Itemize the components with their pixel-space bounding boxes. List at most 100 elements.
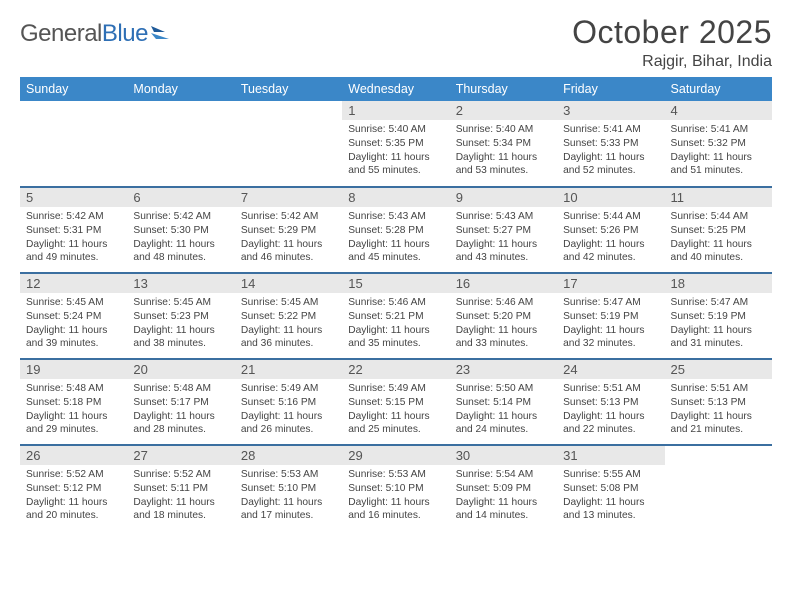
calendar-body: 1 Sunrise: 5:40 AMSunset: 5:35 PMDaylight… <box>20 101 772 531</box>
calendar-day-cell: 1 Sunrise: 5:40 AMSunset: 5:35 PMDaylight… <box>342 101 449 187</box>
calendar-day-cell: 22 Sunrise: 5:49 AMSunset: 5:15 PMDayligh… <box>342 359 449 445</box>
calendar-day-cell: 5Sunrise: 5:42 AMSunset: 5:31 PMDaylight… <box>20 187 127 273</box>
flag-icon <box>150 24 170 44</box>
day-info: Sunrise: 5:40 AMSunset: 5:34 PMDaylight:… <box>456 123 553 178</box>
day-info: Sunrise: 5:44 AMSunset: 5:26 PMDaylight:… <box>563 210 660 265</box>
day-info: Sunrise: 5:42 AMSunset: 5:29 PMDaylight:… <box>241 210 338 265</box>
calendar-week-row: 5Sunrise: 5:42 AMSunset: 5:31 PMDaylight… <box>20 187 772 273</box>
calendar-week-row: 19Sunrise: 5:48 AMSunset: 5:18 PMDayligh… <box>20 359 772 445</box>
day-info: Sunrise: 5:45 AMSunset: 5:22 PMDaylight:… <box>241 296 338 351</box>
day-number: 24 <box>557 360 664 379</box>
day-info: Sunrise: 5:53 AMSunset: 5:10 PMDaylight:… <box>348 468 445 523</box>
calendar-day-cell: 17 Sunrise: 5:47 AMSunset: 5:19 PMDayligh… <box>557 273 664 359</box>
day-number: 1 <box>342 101 449 120</box>
calendar-day-cell: 21 Sunrise: 5:49 AMSunset: 5:16 PMDayligh… <box>235 359 342 445</box>
day-info: Sunrise: 5:43 AMSunset: 5:28 PMDaylight:… <box>348 210 445 265</box>
day-info: Sunrise: 5:53 AMSunset: 5:10 PMDaylight:… <box>241 468 338 523</box>
location-label: Rajgir, Bihar, India <box>572 53 772 71</box>
day-info: Sunrise: 5:54 AMSunset: 5:09 PMDaylight:… <box>456 468 553 523</box>
calendar-day-cell: 27 Sunrise: 5:52 AMSunset: 5:11 PMDayligh… <box>127 445 234 531</box>
weekday-header: Tuesday <box>235 77 342 101</box>
day-number: 23 <box>450 360 557 379</box>
day-info: Sunrise: 5:52 AMSunset: 5:12 PMDaylight:… <box>26 468 123 523</box>
weekday-header-row: SundayMondayTuesdayWednesdayThursdayFrid… <box>20 77 772 101</box>
calendar-day-cell: 16 Sunrise: 5:46 AMSunset: 5:20 PMDayligh… <box>450 273 557 359</box>
day-info: Sunrise: 5:42 AMSunset: 5:30 PMDaylight:… <box>133 210 230 265</box>
calendar-day-cell <box>20 101 127 187</box>
day-number: 18 <box>665 274 772 293</box>
title-block: October 2025 Rajgir, Bihar, India <box>572 14 772 71</box>
day-info: Sunrise: 5:45 AMSunset: 5:23 PMDaylight:… <box>133 296 230 351</box>
calendar-day-cell: 10 Sunrise: 5:44 AMSunset: 5:26 PMDayligh… <box>557 187 664 273</box>
calendar-day-cell: 20Sunrise: 5:48 AMSunset: 5:17 PMDayligh… <box>127 359 234 445</box>
calendar-day-cell: 13 Sunrise: 5:45 AMSunset: 5:23 PMDayligh… <box>127 273 234 359</box>
day-info: Sunrise: 5:49 AMSunset: 5:15 PMDaylight:… <box>348 382 445 437</box>
day-number: 5 <box>20 188 127 207</box>
calendar-day-cell: 30Sunrise: 5:54 AMSunset: 5:09 PMDayligh… <box>450 445 557 531</box>
calendar-day-cell: 25Sunrise: 5:51 AMSunset: 5:13 PMDayligh… <box>665 359 772 445</box>
day-info: Sunrise: 5:44 AMSunset: 5:25 PMDaylight:… <box>671 210 768 265</box>
day-number: 11 <box>665 188 772 207</box>
day-number: 17 <box>557 274 664 293</box>
weekday-header: Saturday <box>665 77 772 101</box>
day-number: 15 <box>342 274 449 293</box>
page-title: October 2025 <box>572 14 772 51</box>
day-number: 9 <box>450 188 557 207</box>
day-info: Sunrise: 5:41 AMSunset: 5:33 PMDaylight:… <box>563 123 660 178</box>
calendar-table: SundayMondayTuesdayWednesdayThursdayFrid… <box>20 77 772 531</box>
day-number: 27 <box>127 446 234 465</box>
day-info: Sunrise: 5:40 AMSunset: 5:35 PMDaylight:… <box>348 123 445 178</box>
day-number: 16 <box>450 274 557 293</box>
day-number: 21 <box>235 360 342 379</box>
weekday-header: Thursday <box>450 77 557 101</box>
day-number: 6 <box>127 188 234 207</box>
weekday-header: Monday <box>127 77 234 101</box>
day-number: 3 <box>557 101 664 120</box>
header: GeneralBlue October 2025 Rajgir, Bihar, … <box>20 14 772 71</box>
day-info: Sunrise: 5:46 AMSunset: 5:20 PMDaylight:… <box>456 296 553 351</box>
day-info: Sunrise: 5:49 AMSunset: 5:16 PMDaylight:… <box>241 382 338 437</box>
day-number: 2 <box>450 101 557 120</box>
day-number: 7 <box>235 188 342 207</box>
day-info: Sunrise: 5:43 AMSunset: 5:27 PMDaylight:… <box>456 210 553 265</box>
calendar-day-cell: 29Sunrise: 5:53 AMSunset: 5:10 PMDayligh… <box>342 445 449 531</box>
day-number: 25 <box>665 360 772 379</box>
calendar-day-cell: 8 Sunrise: 5:43 AMSunset: 5:28 PMDaylight… <box>342 187 449 273</box>
day-info: Sunrise: 5:50 AMSunset: 5:14 PMDaylight:… <box>456 382 553 437</box>
day-number: 22 <box>342 360 449 379</box>
calendar-day-cell: 23 Sunrise: 5:50 AMSunset: 5:14 PMDayligh… <box>450 359 557 445</box>
calendar-day-cell <box>235 101 342 187</box>
calendar-day-cell: 7 Sunrise: 5:42 AMSunset: 5:29 PMDaylight… <box>235 187 342 273</box>
day-number: 8 <box>342 188 449 207</box>
day-number: 14 <box>235 274 342 293</box>
day-number: 31 <box>557 446 664 465</box>
day-info: Sunrise: 5:55 AMSunset: 5:08 PMDaylight:… <box>563 468 660 523</box>
calendar-day-cell: 9 Sunrise: 5:43 AMSunset: 5:27 PMDaylight… <box>450 187 557 273</box>
weekday-header: Sunday <box>20 77 127 101</box>
day-info: Sunrise: 5:47 AMSunset: 5:19 PMDaylight:… <box>563 296 660 351</box>
calendar-week-row: 1 Sunrise: 5:40 AMSunset: 5:35 PMDaylight… <box>20 101 772 187</box>
day-info: Sunrise: 5:45 AMSunset: 5:24 PMDaylight:… <box>26 296 123 351</box>
day-info: Sunrise: 5:47 AMSunset: 5:19 PMDaylight:… <box>671 296 768 351</box>
brand-name-a: General <box>20 20 102 47</box>
brand-logo: GeneralBlue <box>20 20 170 48</box>
calendar-day-cell: 28 Sunrise: 5:53 AMSunset: 5:10 PMDayligh… <box>235 445 342 531</box>
calendar-day-cell: 11 Sunrise: 5:44 AMSunset: 5:25 PMDayligh… <box>665 187 772 273</box>
day-info: Sunrise: 5:48 AMSunset: 5:18 PMDaylight:… <box>26 382 123 437</box>
day-info: Sunrise: 5:52 AMSunset: 5:11 PMDaylight:… <box>133 468 230 523</box>
calendar-day-cell: 26 Sunrise: 5:52 AMSunset: 5:12 PMDayligh… <box>20 445 127 531</box>
day-number: 12 <box>20 274 127 293</box>
brand-name: GeneralBlue <box>20 20 148 48</box>
weekday-header: Wednesday <box>342 77 449 101</box>
calendar-week-row: 12 Sunrise: 5:45 AMSunset: 5:24 PMDayligh… <box>20 273 772 359</box>
calendar-day-cell: 24Sunrise: 5:51 AMSunset: 5:13 PMDayligh… <box>557 359 664 445</box>
calendar-day-cell: 2 Sunrise: 5:40 AMSunset: 5:34 PMDaylight… <box>450 101 557 187</box>
calendar-day-cell: 19Sunrise: 5:48 AMSunset: 5:18 PMDayligh… <box>20 359 127 445</box>
day-number: 28 <box>235 446 342 465</box>
day-number: 10 <box>557 188 664 207</box>
calendar-day-cell: 3 Sunrise: 5:41 AMSunset: 5:33 PMDaylight… <box>557 101 664 187</box>
day-number: 26 <box>20 446 127 465</box>
day-number: 13 <box>127 274 234 293</box>
calendar-day-cell: 18 Sunrise: 5:47 AMSunset: 5:19 PMDayligh… <box>665 273 772 359</box>
day-info: Sunrise: 5:41 AMSunset: 5:32 PMDaylight:… <box>671 123 768 178</box>
